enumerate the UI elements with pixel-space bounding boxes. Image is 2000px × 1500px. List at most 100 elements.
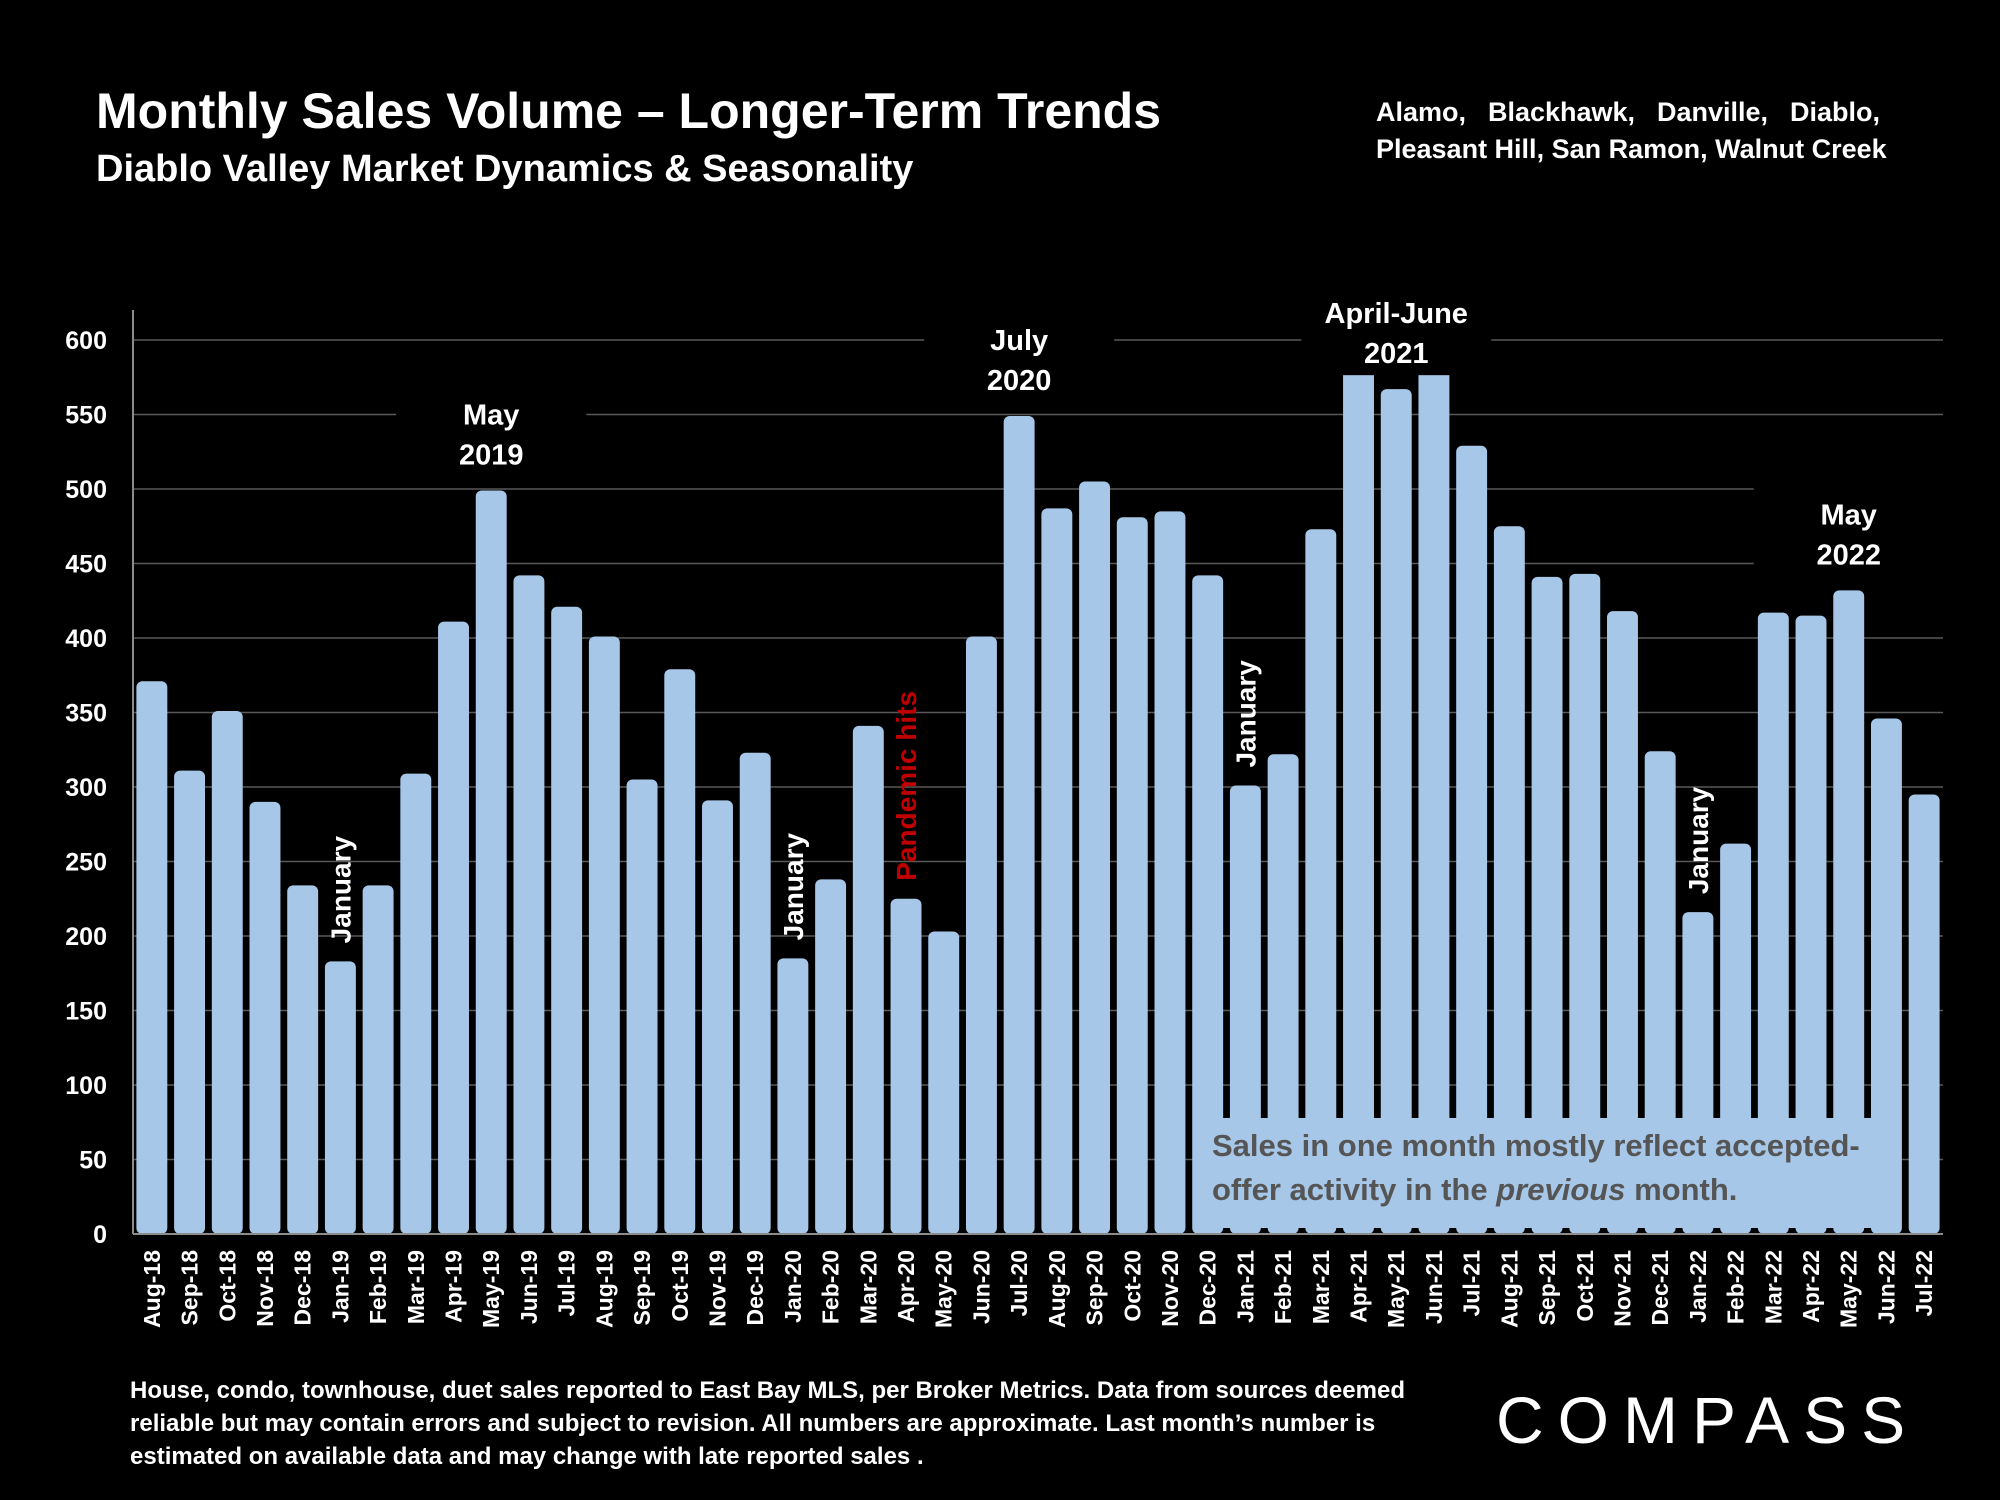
area-name: Alamo, [1376, 97, 1467, 127]
bar [551, 606, 583, 1234]
bar [1305, 529, 1337, 1234]
annotation-label: April-June [1325, 298, 1468, 330]
bar [664, 669, 696, 1234]
y-tick-label: 300 [65, 774, 107, 802]
bar [400, 773, 432, 1234]
bar [136, 681, 168, 1234]
x-tick-label: Apr-20 [893, 1250, 919, 1323]
area-name: Danville, [1656, 97, 1769, 127]
footnote: House, condo, townhouse, duet sales repo… [130, 1377, 1405, 1470]
x-tick-label: Apr-22 [1798, 1250, 1824, 1323]
x-tick-label: Oct-19 [667, 1250, 693, 1322]
areas-line-1: Alamo, Blackhawk, Danville, Diablo, [1376, 94, 1880, 131]
bar [249, 801, 281, 1234]
bar [1493, 526, 1525, 1234]
x-tick-label: Feb-19 [365, 1250, 391, 1324]
x-tick-label: Feb-21 [1270, 1250, 1296, 1324]
x-tick-label: May-22 [1836, 1250, 1862, 1328]
x-tick-label: Nov-21 [1609, 1250, 1635, 1327]
y-tick-label: 250 [65, 849, 107, 877]
x-tick-label: Nov-19 [704, 1250, 730, 1327]
y-tick-label: 450 [65, 551, 107, 579]
bar [1192, 575, 1224, 1234]
areas-list: Alamo, Blackhawk, Danville, Diablo, Plea… [1376, 94, 1887, 168]
x-tick-label: Dec-21 [1647, 1250, 1673, 1326]
x-tick-label: Aug-21 [1496, 1250, 1522, 1328]
bar [1418, 328, 1450, 1235]
bar [1795, 615, 1827, 1234]
x-tick-label: Oct-21 [1572, 1250, 1598, 1322]
area-name: Diablo, [1789, 97, 1880, 127]
bar [702, 800, 733, 1234]
x-tick-label: Mar-21 [1308, 1250, 1334, 1324]
bar [1079, 481, 1111, 1234]
x-tick-label: Oct-18 [214, 1250, 240, 1322]
y-tick-label: 550 [65, 402, 107, 430]
annotation-label: May [463, 399, 519, 431]
compass-logo: COMPASS [1496, 1383, 1920, 1457]
annotation-label: January [1683, 786, 1714, 894]
bar [626, 779, 658, 1234]
annotation-label: January [1230, 660, 1261, 768]
annotation-background [1301, 283, 1492, 376]
bar [1154, 511, 1186, 1235]
x-tick-label: Mar-20 [855, 1250, 881, 1324]
bar [174, 770, 206, 1234]
x-tick-label: Jun-19 [516, 1250, 542, 1324]
y-tick-label: 350 [65, 700, 107, 728]
x-tick-label: Nov-18 [252, 1250, 278, 1327]
bar [1531, 576, 1563, 1234]
chart-subtitle: Diablo Valley Market Dynamics & Seasonal… [96, 148, 914, 190]
x-tick-label: Jan-20 [780, 1250, 806, 1323]
y-tick-label: 200 [65, 923, 107, 951]
annotation-label: January [325, 836, 356, 944]
callout-line-1: Sales in one month mostly reflect accept… [1212, 1128, 1860, 1163]
y-tick-label: 0 [93, 1221, 107, 1249]
bar [1757, 612, 1789, 1234]
x-tick-label: Jan-21 [1232, 1250, 1258, 1323]
annotation-label: July [990, 325, 1048, 357]
bar [513, 575, 545, 1234]
annotation-label: 2022 [1816, 539, 1881, 571]
y-tick-label: 150 [65, 998, 107, 1026]
areas-line-2: Pleasant Hill, San Ramon, Walnut Creek [1376, 134, 1887, 164]
x-tick-label: Oct-20 [1119, 1250, 1145, 1322]
x-tick-label: Dec-20 [1195, 1250, 1221, 1325]
bar [815, 879, 847, 1234]
annotation-label: 2021 [1364, 338, 1429, 370]
x-tick-label: Jul-22 [1911, 1250, 1937, 1316]
bar [1456, 445, 1488, 1234]
bar [1833, 590, 1865, 1234]
annotation-label: January [778, 833, 809, 941]
bar [928, 931, 960, 1234]
x-tick-label: Jun-20 [968, 1250, 994, 1324]
x-tick-label: Jan-19 [327, 1250, 353, 1323]
x-tick-label: Feb-20 [818, 1250, 844, 1324]
bar [739, 752, 771, 1234]
bar [1870, 718, 1902, 1234]
callout-line-2-post: month. [1625, 1172, 1738, 1207]
area-name: Blackhawk, [1487, 97, 1636, 127]
bar [1607, 611, 1638, 1234]
callout-text: Sales in one month mostly reflect accept… [1212, 1124, 1912, 1212]
x-tick-label: Apr-19 [441, 1250, 467, 1323]
x-tick-label: Aug-19 [591, 1250, 617, 1328]
x-tick-label: Aug-20 [1044, 1250, 1070, 1328]
x-tick-label: Dec-19 [742, 1250, 768, 1325]
bar [965, 636, 997, 1234]
annotation-label: 2020 [987, 365, 1052, 397]
bar [890, 898, 922, 1234]
x-tick-label: Sep-21 [1534, 1250, 1560, 1326]
bar [777, 958, 809, 1234]
x-tick-label: May-19 [478, 1250, 504, 1328]
x-tick-label: Jun-22 [1873, 1250, 1899, 1324]
annotation-background [924, 309, 1115, 402]
bar [1569, 573, 1601, 1234]
bar [211, 711, 243, 1234]
x-tick-label: Apr-21 [1346, 1250, 1372, 1323]
bar [588, 636, 620, 1234]
callout-box [1200, 1118, 1900, 1228]
bar [1267, 754, 1299, 1234]
bar [1908, 794, 1940, 1234]
